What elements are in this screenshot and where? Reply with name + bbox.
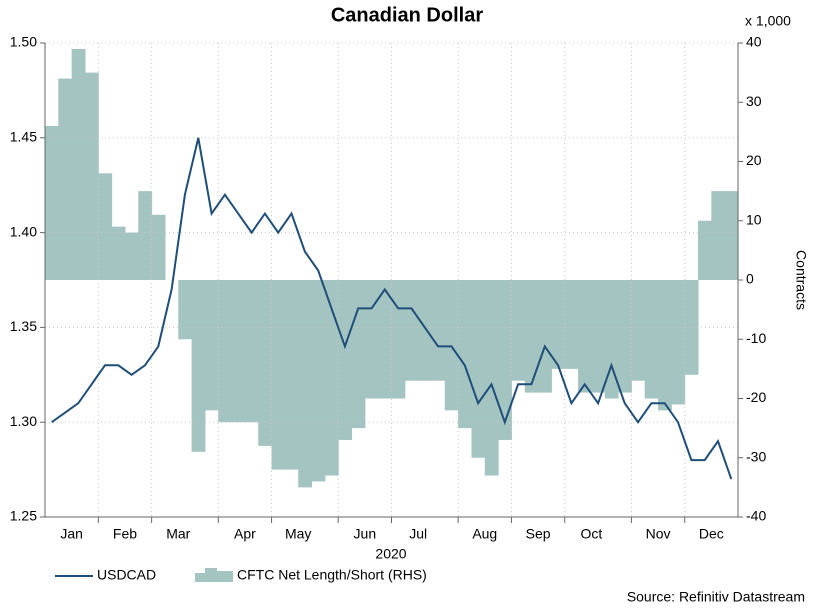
area-step [84, 72, 99, 280]
area-step [351, 280, 366, 429]
x-tick-label: Mar [166, 526, 190, 542]
area-step [58, 78, 73, 280]
x-tick-label: Oct [581, 526, 603, 542]
x-tick-label: Nov [646, 526, 671, 542]
y-tick-label: 1.30 [10, 413, 37, 429]
area-step [311, 280, 326, 482]
area-step [284, 280, 299, 470]
area-step [684, 280, 699, 375]
area-step [151, 214, 166, 280]
x-tick-label: Sep [526, 526, 551, 542]
area-step [631, 280, 646, 381]
y-tick-label: 1.45 [10, 129, 37, 145]
y2-tick-label: 20 [746, 152, 762, 168]
source: Source: Refinitiv Datastream [627, 589, 805, 605]
area-step [378, 280, 392, 399]
y2-unit: x 1,000 [745, 13, 791, 29]
x-tick-label: Jul [409, 526, 427, 542]
area-step [191, 280, 206, 452]
x-axis-label: 2020 [375, 546, 406, 562]
area-step [204, 280, 219, 411]
area-step [471, 280, 486, 458]
area-step [458, 280, 472, 429]
area-step [711, 191, 726, 280]
area-step [524, 280, 539, 393]
y2-tick-label: -20 [746, 389, 766, 405]
area-step [484, 280, 499, 476]
area-step [644, 280, 659, 399]
x-tick-label: Dec [699, 526, 724, 542]
area-step [324, 280, 339, 476]
area-step [444, 280, 459, 411]
area-step [338, 280, 353, 440]
legend-label: CFTC Net Length/Short (RHS) [237, 567, 427, 583]
x-tick-label: Jan [60, 526, 83, 542]
area-step [658, 280, 672, 411]
area-step [431, 280, 446, 381]
y2-tick-label: -10 [746, 330, 766, 346]
y2-tick-label: 40 [746, 34, 762, 50]
area-step [604, 280, 619, 399]
y2-axis-label: Contracts [793, 250, 809, 310]
line [51, 137, 733, 480]
area-step [391, 280, 406, 399]
x-tick-label: Feb [113, 526, 137, 542]
area-step [591, 280, 606, 393]
area-step [511, 280, 526, 381]
area-step [564, 280, 579, 369]
chart-title: Canadian Dollar [331, 4, 483, 26]
area-step [298, 280, 313, 488]
x-tick-label: Aug [472, 526, 497, 542]
area-step [258, 280, 273, 446]
x-tick-label: Jun [354, 526, 377, 542]
area-step [551, 280, 566, 369]
area-step [138, 191, 153, 280]
area-step [698, 220, 712, 280]
area-step [244, 280, 259, 423]
legend-swatch [195, 568, 233, 582]
area-step [498, 280, 512, 440]
area-step [724, 191, 739, 280]
x-tick-label: May [285, 526, 311, 542]
y-tick-label: 1.25 [10, 508, 37, 524]
area-step [418, 280, 432, 381]
area-step [578, 280, 592, 393]
area-step [364, 280, 379, 399]
x-tick-label: Apr [234, 526, 256, 542]
y2-tick-label: 10 [746, 211, 762, 227]
area-step [71, 48, 86, 280]
area-step [178, 280, 193, 340]
area-step [111, 226, 126, 280]
y2-tick-label: -30 [746, 448, 766, 464]
y-tick-label: 1.50 [10, 34, 37, 50]
y2-tick-label: -40 [746, 508, 766, 524]
area-step [124, 232, 139, 280]
area-step [271, 280, 286, 470]
area-step [538, 280, 552, 393]
area-step [618, 280, 632, 393]
area-step [218, 280, 233, 423]
y-tick-label: 1.35 [10, 318, 37, 334]
y2-tick-label: 0 [746, 271, 754, 287]
y-tick-label: 1.40 [10, 223, 37, 239]
y2-tick-label: 30 [746, 93, 762, 109]
area-step [98, 173, 113, 280]
area-step [45, 125, 59, 280]
legend-label: USDCAD [97, 567, 156, 583]
area-step [404, 280, 419, 381]
area-step [231, 280, 246, 423]
area-step [671, 280, 686, 405]
